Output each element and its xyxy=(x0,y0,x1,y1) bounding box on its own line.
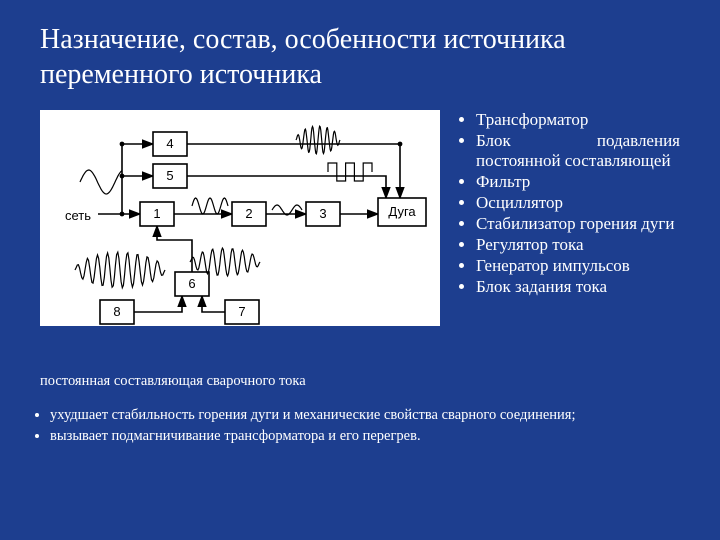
footnote-item: вызывает подмагничивание трансформатора … xyxy=(50,427,680,447)
component-list: ТрансформаторБлок подавления постоянной … xyxy=(458,110,680,326)
svg-text:1: 1 xyxy=(153,206,160,221)
component-list-item: Стабилизатор горения дуги xyxy=(476,214,680,234)
component-list-item: Блок задания тока xyxy=(476,277,680,297)
component-list-item: Регулятор тока xyxy=(476,235,680,255)
svg-text:Дуга: Дуга xyxy=(388,204,416,219)
svg-text:7: 7 xyxy=(238,304,245,319)
component-list-item: Генератор импульсов xyxy=(476,256,680,276)
component-list-item: Фильтр xyxy=(476,172,680,192)
component-list-item: Блок подавления постоянной составляющей xyxy=(476,131,680,171)
svg-text:6: 6 xyxy=(188,276,195,291)
svg-text:8: 8 xyxy=(113,304,120,319)
footnote-lead: постоянная составляющая сварочного тока xyxy=(40,372,680,392)
slide: Назначение, состав, особенности источник… xyxy=(0,0,720,540)
svg-text:2: 2 xyxy=(245,206,252,221)
svg-text:4: 4 xyxy=(166,136,173,151)
footnote: постоянная составляющая сварочного тока … xyxy=(40,372,680,447)
content-row: сеть 1 2 3 4 5 6 7 8 Дуга ТрансформаторБлок подав… xyxy=(40,110,680,326)
svg-text:5: 5 xyxy=(166,168,173,183)
slide-title: Назначение, состав, особенности источник… xyxy=(40,22,680,92)
svg-text:сеть: сеть xyxy=(65,208,91,223)
svg-text:3: 3 xyxy=(319,206,326,221)
block-diagram: сеть 1 2 3 4 5 6 7 8 Дуга xyxy=(40,110,440,326)
footnote-item: ухудшает стабильность горения дуги и мех… xyxy=(50,406,680,426)
footnote-list: ухудшает стабильность горения дуги и мех… xyxy=(40,406,680,447)
diagram-svg: сеть 1 2 3 4 5 6 7 8 Дуга xyxy=(40,110,440,326)
component-list-item: Осциллятор xyxy=(476,193,680,213)
component-list-item: Трансформатор xyxy=(476,110,680,130)
